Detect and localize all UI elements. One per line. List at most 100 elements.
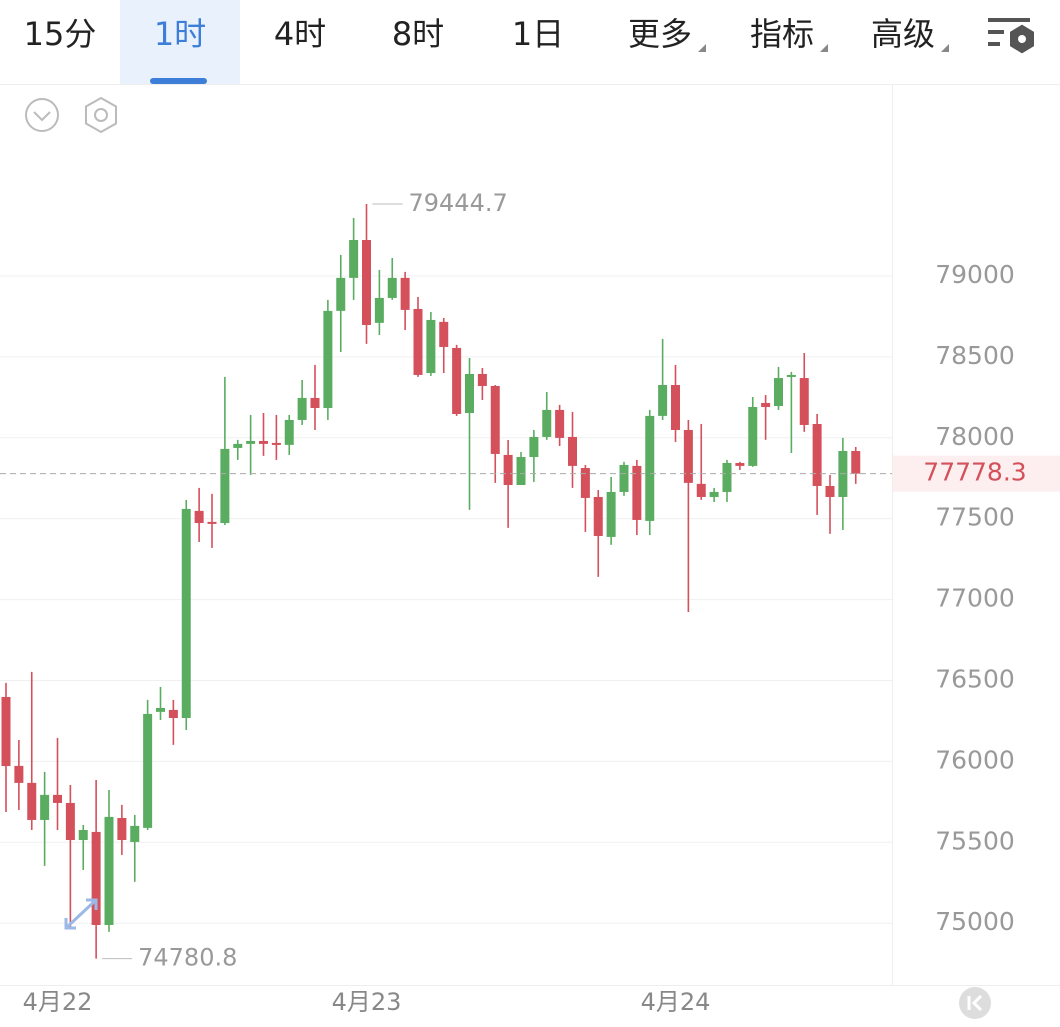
- candle-body: [477, 373, 487, 386]
- dropdown-caret: [820, 44, 828, 52]
- settings-icon[interactable]: [988, 18, 1034, 54]
- candle-body: [812, 423, 822, 486]
- candle-body: [593, 496, 603, 536]
- candle-body: [310, 397, 320, 408]
- candle-body: [658, 385, 668, 416]
- candle-body: [413, 308, 423, 375]
- candle-body: [503, 454, 513, 485]
- high-annotation: 79444.7: [409, 189, 508, 217]
- candle-body: [117, 818, 127, 841]
- candle-body: [490, 385, 500, 454]
- candle-body: [683, 429, 693, 483]
- candle-body: [606, 491, 616, 537]
- tab[interactable]: 指标: [750, 15, 814, 53]
- dropdown-caret: [941, 44, 949, 52]
- candle-body: [156, 707, 165, 712]
- candle-body: [439, 321, 449, 347]
- candle-body: [774, 378, 783, 407]
- candle-body: [284, 419, 294, 445]
- dropdown-caret: [698, 44, 706, 52]
- candle-body: [516, 457, 526, 485]
- x-tick-label: 4月22: [23, 988, 93, 1016]
- candle-body: [143, 713, 153, 828]
- tab[interactable]: 4时: [274, 15, 326, 53]
- candle-body: [735, 462, 745, 466]
- candle-body: [632, 465, 642, 520]
- plot: 75000 75500 76000 76500 77000 77500 78000 78500…: [0, 189, 1060, 1016]
- tab[interactable]: 1日: [512, 15, 564, 53]
- x-tick-label: 4月23: [332, 988, 402, 1016]
- candle-body: [542, 409, 552, 437]
- candle-body: [761, 402, 771, 408]
- active-tab-indicator: [150, 78, 207, 84]
- candle-body: [271, 442, 281, 445]
- candle-body: [104, 816, 114, 925]
- candle-body: [645, 415, 655, 521]
- candle-body: [27, 782, 37, 820]
- candle-body: [722, 462, 732, 492]
- candle-body: [207, 521, 217, 524]
- candle-body: [799, 378, 809, 425]
- collapse-icon[interactable]: [25, 98, 59, 132]
- y-tick-label: 79000: [935, 260, 1015, 289]
- candle-body: [748, 407, 758, 466]
- candle-body: [233, 443, 243, 448]
- candle-body: [297, 397, 307, 420]
- candle-body: [168, 709, 178, 719]
- tab[interactable]: 1时: [154, 15, 206, 53]
- candle-body: [1, 696, 11, 767]
- candle-body: [323, 310, 333, 408]
- tab-bar: 15分 1时 4时 8时 1日 更多 指标 高级: [24, 15, 949, 53]
- candle-body: [130, 825, 140, 842]
- low-annotation: 74780.8: [138, 944, 237, 972]
- candle-body: [555, 409, 565, 438]
- tab[interactable]: 高级: [871, 15, 935, 53]
- candle-body: [336, 277, 346, 311]
- candle-body: [362, 240, 371, 325]
- y-tick-label: 78000: [935, 422, 1015, 451]
- candle-body: [452, 347, 462, 414]
- tab[interactable]: 更多: [628, 15, 692, 53]
- candle-body: [220, 448, 230, 524]
- candle-body: [387, 277, 397, 298]
- candle-body: [671, 385, 680, 430]
- y-tick-label: 76500: [935, 664, 1015, 693]
- candle-body: [14, 765, 24, 783]
- candle-body: [426, 319, 436, 374]
- expand-icon[interactable]: [64, 898, 98, 930]
- settings-hex-icon[interactable]: [85, 96, 117, 134]
- last-price-box: [893, 455, 1060, 492]
- y-tick-label: 76000: [935, 745, 1015, 774]
- candle-body: [78, 829, 88, 841]
- tab[interactable]: 15分: [24, 15, 97, 53]
- candle-body: [194, 510, 204, 524]
- candle-body: [181, 508, 191, 719]
- y-tick-label: 75000: [935, 907, 1015, 936]
- candle-body: [568, 436, 577, 466]
- candle-body: [65, 802, 75, 841]
- x-tick-label: 4月24: [641, 988, 711, 1016]
- candle-body: [374, 297, 384, 323]
- scroll-to-latest[interactable]: [959, 987, 991, 1019]
- tab[interactable]: 8时: [392, 15, 444, 53]
- y-tick-label: 75500: [935, 826, 1015, 855]
- candle-body: [465, 373, 474, 413]
- candle-body: [246, 440, 256, 444]
- candle-body: [825, 485, 835, 497]
- active-tab-bg: [120, 0, 240, 84]
- candle-body: [349, 240, 359, 278]
- y-tick-label: 78500: [935, 341, 1015, 370]
- last-price-label: 77778.3: [923, 458, 1026, 487]
- candle-body: [619, 464, 629, 492]
- settings-hex-dot: [94, 108, 108, 122]
- candle-body: [91, 831, 101, 925]
- candle-body: [709, 491, 719, 497]
- candle-body: [259, 440, 268, 444]
- candle-body: [53, 794, 62, 803]
- y-tick-label: 77000: [935, 584, 1015, 613]
- candle-body: [696, 483, 706, 497]
- candle-body: [580, 468, 590, 498]
- candle-body: [40, 794, 50, 820]
- candle-body: [851, 451, 861, 474]
